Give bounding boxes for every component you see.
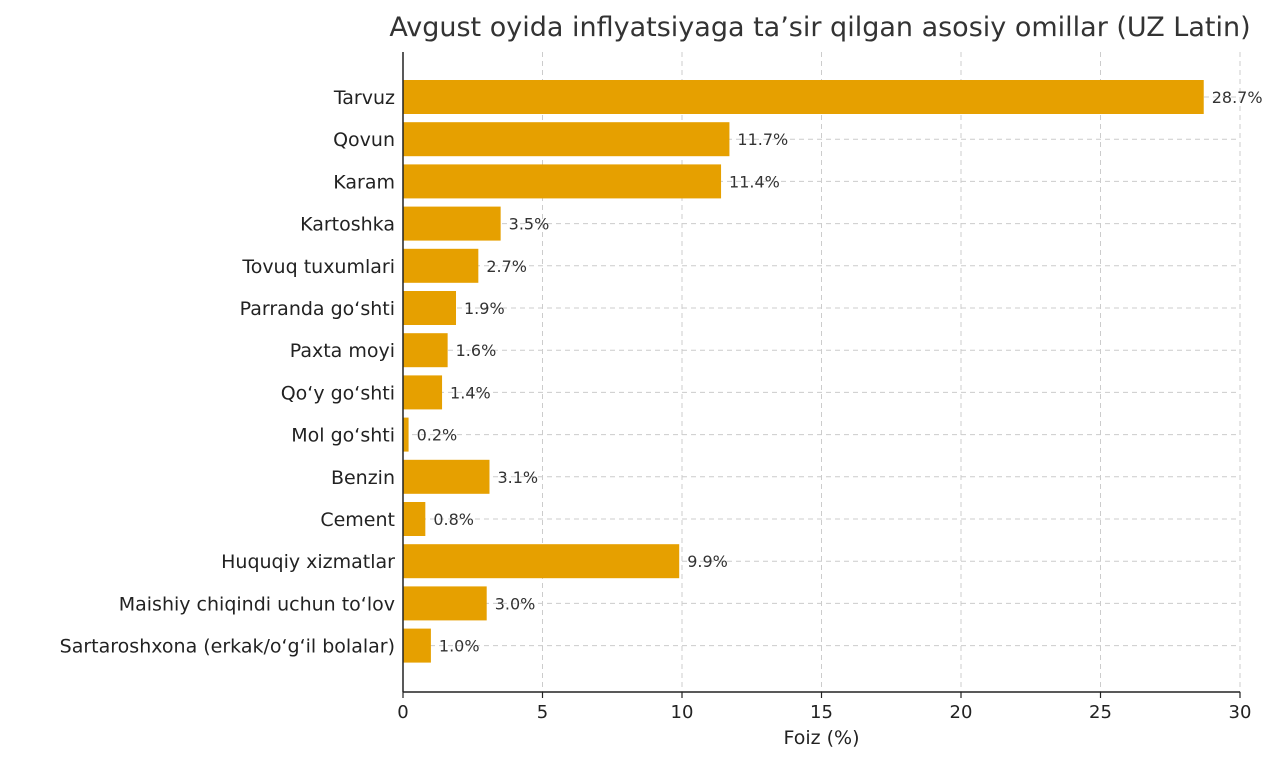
category-label: Qovun	[333, 129, 395, 151]
category-label: Qo‘y go‘shti	[281, 382, 395, 404]
category-label: Karam	[333, 171, 395, 193]
value-label: 3.5%	[509, 215, 550, 234]
value-label: 1.4%	[450, 383, 491, 402]
category-label: Sartaroshxona (erkak/o‘g‘il bolalar)	[60, 636, 395, 658]
value-label: 3.0%	[495, 594, 536, 613]
bar	[403, 586, 487, 621]
value-label: 1.6%	[456, 341, 497, 360]
category-label: Parranda go‘shti	[240, 298, 395, 320]
value-label: 0.8%	[433, 510, 474, 529]
bar	[403, 291, 457, 325]
bar	[403, 502, 426, 536]
value-label: 0.2%	[417, 426, 458, 445]
value-label: 28.7%	[1212, 88, 1263, 107]
category-label: Kartoshka	[300, 214, 395, 236]
category-label: Huquqiy xizmatlar	[221, 551, 395, 573]
x-tick-label: 0	[397, 702, 408, 723]
chart-title: Avgust oyida inflyatsiyaga ta’sir qilgan…	[389, 12, 1251, 43]
x-tick-label: 15	[810, 702, 833, 723]
category-label: Benzin	[331, 467, 395, 489]
category-label: Paxta moyi	[290, 340, 395, 362]
value-label: 1.0%	[439, 637, 480, 656]
bar	[403, 375, 443, 410]
x-tick-label: 25	[1089, 702, 1112, 723]
bar	[403, 122, 730, 157]
bar	[403, 628, 431, 663]
category-label: Cement	[320, 509, 395, 531]
x-tick-label: 5	[537, 702, 548, 723]
value-label: 1.9%	[464, 299, 505, 318]
value-label: 11.4%	[729, 172, 780, 191]
bar	[403, 417, 409, 452]
x-axis-title: Foiz (%)	[783, 727, 859, 749]
value-label: 3.1%	[497, 468, 538, 487]
bar	[403, 544, 680, 579]
bar	[403, 333, 448, 368]
bar	[403, 459, 490, 494]
category-label: Tovuq tuxumlari	[241, 256, 395, 278]
category-label: Tarvuz	[333, 87, 395, 109]
x-tick-label: 20	[950, 702, 973, 723]
bar	[403, 206, 501, 241]
category-label: Mol go‘shti	[291, 425, 395, 447]
x-tick-label: 10	[671, 702, 694, 723]
x-tick-label: 30	[1229, 702, 1252, 723]
value-label: 9.9%	[687, 552, 728, 571]
bar	[403, 164, 722, 199]
bar	[403, 248, 479, 283]
category-label: Maishiy chiqindi uchun to‘lov	[119, 593, 395, 615]
value-label: 2.7%	[486, 257, 527, 276]
bar	[403, 80, 1204, 114]
value-label: 11.7%	[737, 130, 788, 149]
